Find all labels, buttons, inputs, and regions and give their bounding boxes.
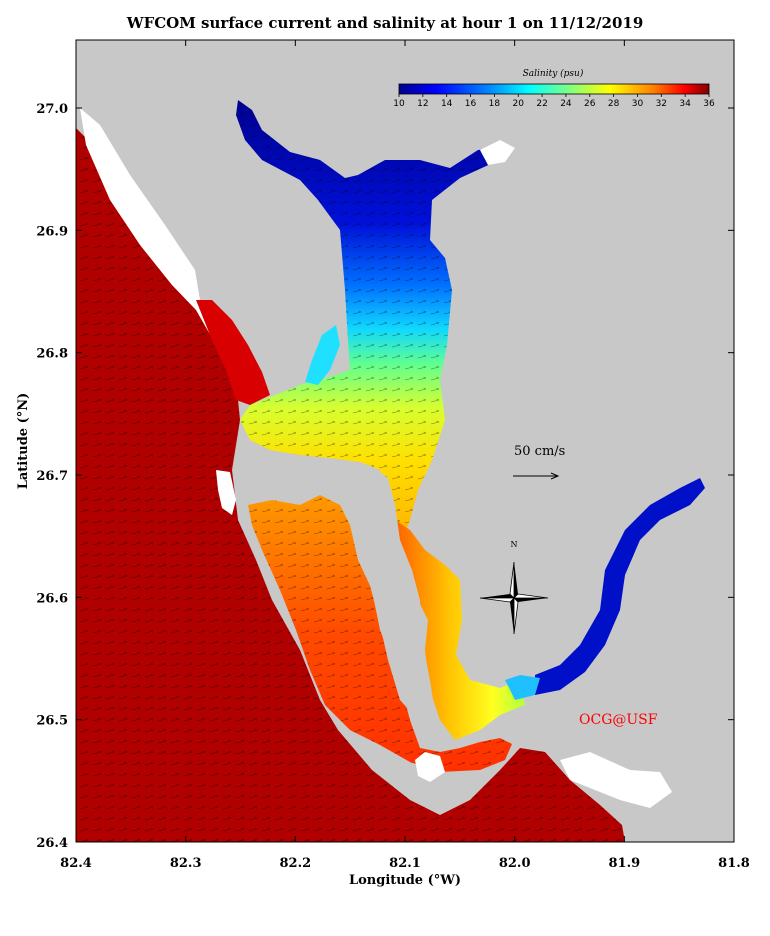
colorbar-tick-label: 30 [632,99,644,109]
x-tick-label: 82.4 [60,856,92,871]
y-tick-label: 26.5 [36,714,68,729]
colorbar-tick-label: 20 [513,99,525,109]
colorbar-tick-label: 18 [489,99,501,109]
colorbar-tick-label: 14 [441,99,453,109]
barrier-island-north [216,470,236,515]
harbor-arrows [236,100,500,540]
x-tick-label: 82.1 [389,856,421,871]
y-tick-label: 26.4 [36,836,68,851]
northern-islands [480,140,515,165]
colorbar-tick-label: 12 [417,99,428,109]
coastal-fringe [80,108,230,338]
colorbar-tick-label: 24 [560,99,572,109]
caloosahatchee-river [535,478,705,695]
sanibel-island [415,752,445,782]
pine-island-arrows [248,495,512,772]
colorbar-tick-label: 16 [465,99,477,109]
river-mouth [505,675,540,700]
compass-rose [479,561,549,635]
x-axis: 82.4 82.3 82.2 82.1 82.0 81.9 81.8 [60,40,750,871]
x-axis-label: Longitude (°W) [349,873,461,888]
y-tick-label: 26.9 [36,224,68,239]
y-tick-label: 26.6 [36,591,68,606]
colorbar [398,83,710,95]
pine-island [345,465,435,720]
colorbar-tick-label: 22 [536,99,547,109]
colorbar-tick-label: 10 [393,99,405,109]
y-tick-label: 27.0 [36,102,68,117]
matlacha-pass [395,520,525,740]
colorbar-tick-label: 34 [679,99,691,109]
colorbar-ticks: 10 12 14 16 18 20 22 24 26 28 30 32 34 36 [393,94,715,109]
colorbar-tick-label: 28 [608,99,620,109]
credit-label: OCG@USF [579,712,658,728]
gasparilla-sound [196,300,270,405]
compass-north-label: N [511,540,518,549]
colorbar-tick-label: 36 [703,99,715,109]
lee-coast-islands [560,752,672,808]
scale-label: 50 cm/s [514,444,565,459]
cyan-inlet [305,325,340,385]
y-axis-label: Latitude (°N) [16,393,31,490]
x-tick-label: 82.2 [279,856,311,871]
colorbar-tick-label: 32 [656,99,667,109]
colorbar-title: Salinity (psu) [523,68,584,79]
x-tick-label: 82.3 [170,856,202,871]
y-tick-label: 26.8 [36,347,68,362]
colorbar-tick-label: 26 [584,99,596,109]
y-tick-label: 26.7 [36,469,68,484]
y-axis: 27.0 26.9 26.8 26.7 26.6 26.5 26.4 [36,102,734,851]
x-tick-label: 82.0 [499,856,531,871]
map-title: WFCOM surface current and salinity at ho… [126,14,644,32]
x-tick-label: 81.8 [718,856,750,871]
x-tick-label: 81.9 [608,856,640,871]
gulf-arrows [76,128,625,842]
scale-arrow-head [550,472,560,480]
